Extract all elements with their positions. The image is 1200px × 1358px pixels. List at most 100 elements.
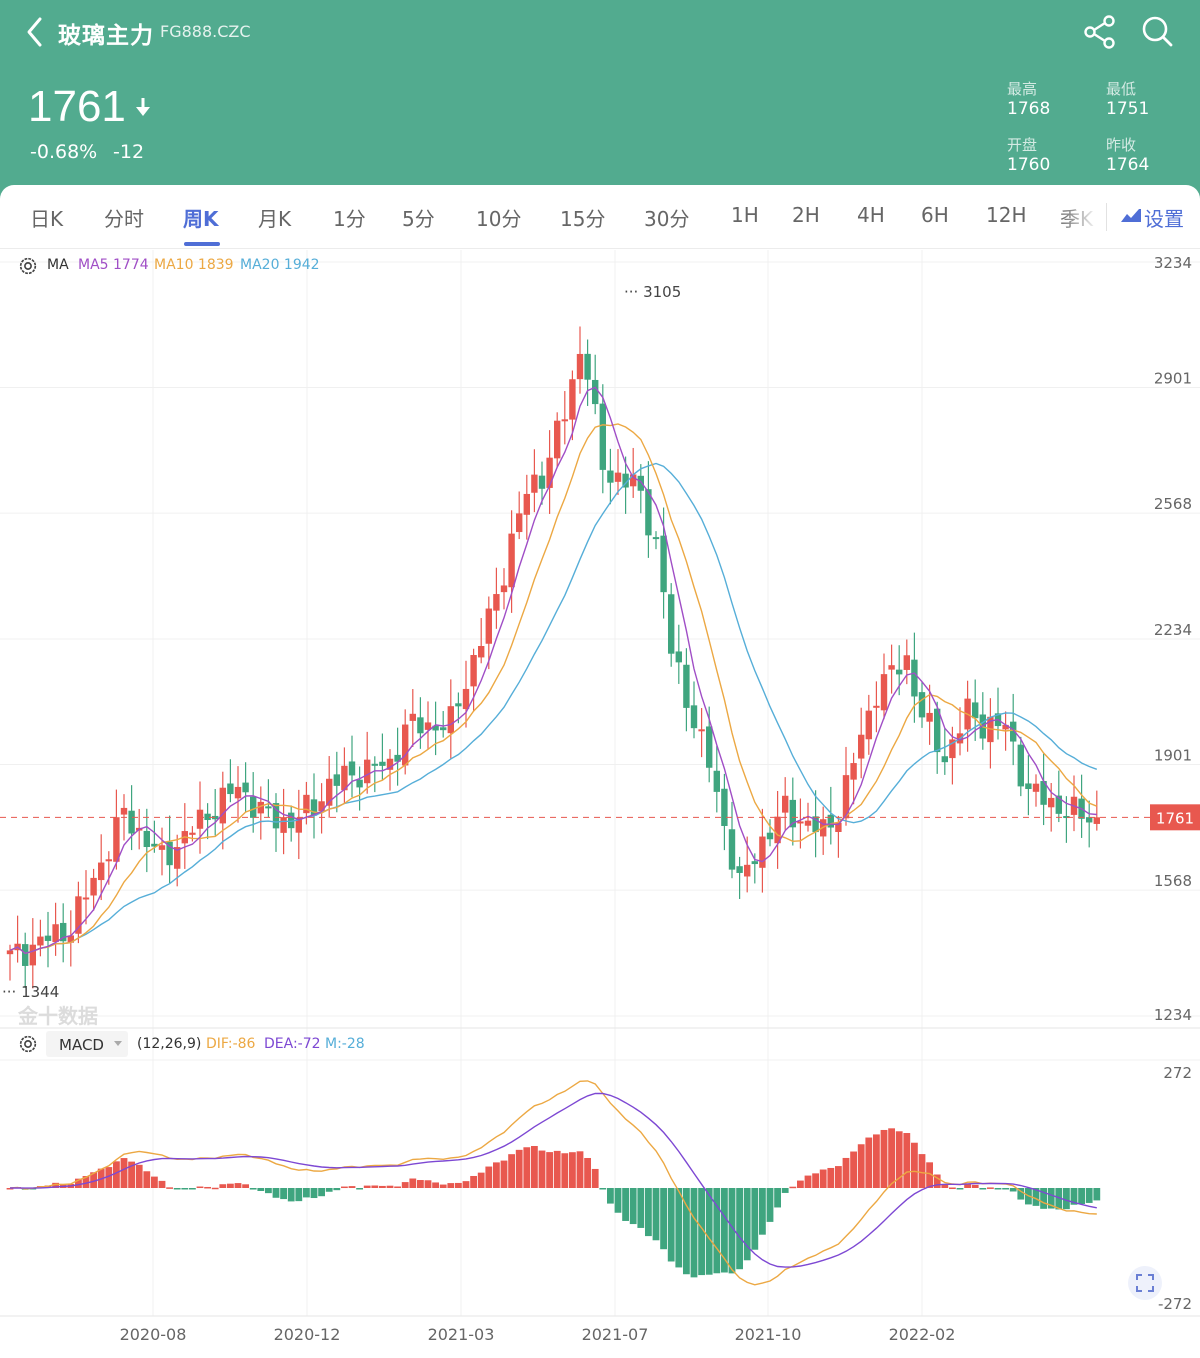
candle-body — [721, 788, 728, 826]
tab-4h[interactable]: 4H — [857, 203, 885, 227]
candle-body — [903, 655, 910, 670]
candle-body — [736, 866, 743, 873]
macd-bar — [759, 1188, 766, 1235]
macd-bar — [933, 1174, 941, 1188]
macd-bar — [432, 1182, 439, 1188]
tab-weekly[interactable]: 周K — [183, 207, 219, 231]
macd-bar — [553, 1150, 561, 1188]
macd-params: (12,26,9) — [137, 1036, 202, 1052]
macd-bar — [546, 1152, 553, 1188]
tab-6h[interactable]: 6H — [921, 203, 949, 227]
candle-body — [189, 832, 196, 835]
macd-bar — [979, 1188, 987, 1190]
share-icon[interactable] — [1082, 14, 1118, 50]
candle-body — [645, 489, 652, 536]
macd-bar — [971, 1184, 979, 1188]
prev-close-value: 1764 — [1106, 155, 1150, 175]
macd-bar — [994, 1188, 1002, 1190]
ma-settings-gear-icon[interactable] — [17, 255, 39, 277]
candle-body — [341, 765, 348, 791]
candle-body — [470, 655, 477, 687]
macd-bar — [645, 1188, 652, 1237]
tab-30min[interactable]: 30分 — [644, 207, 690, 231]
candle-body — [493, 594, 500, 611]
macd-bar — [622, 1188, 629, 1221]
macd-bar — [151, 1176, 158, 1188]
kline-chart-canvas[interactable]: 3234 2901 2568 2234 1901 1568 1234 272 -272 2020-… — [0, 250, 1200, 1358]
macd-bar — [705, 1188, 713, 1275]
candle-body — [6, 950, 14, 955]
min-price-marker: ··· 1344 — [2, 983, 59, 1001]
tab-12h[interactable]: 12H — [986, 203, 1027, 227]
macd-settings-gear-icon[interactable] — [17, 1033, 39, 1055]
macd-bar — [211, 1187, 219, 1190]
macd-bar — [75, 1178, 82, 1188]
candle-body — [485, 608, 492, 644]
candle-body — [204, 813, 211, 821]
macd-bar — [736, 1188, 743, 1270]
macd-indicator-select[interactable]: MACD — [46, 1031, 128, 1057]
candle-body — [212, 815, 219, 820]
fullscreen-button[interactable] — [1128, 1266, 1162, 1300]
macd-bar — [698, 1188, 705, 1276]
macd-bar — [683, 1188, 690, 1275]
macd-bar — [591, 1168, 599, 1188]
macd-bar — [424, 1180, 432, 1188]
macd-bar — [227, 1183, 234, 1188]
candle-body — [584, 353, 591, 380]
candle-body — [607, 470, 614, 483]
kline-chart[interactable]: 3234 2901 2568 2234 1901 1568 1234 272 -272 2020-… — [0, 250, 1200, 1358]
candle-body — [409, 713, 416, 721]
candle-body — [250, 796, 257, 818]
instrument-code: FG888.CZC — [160, 22, 251, 41]
macd-bar — [964, 1184, 971, 1188]
candle-body — [386, 758, 394, 770]
macd-bar — [949, 1187, 956, 1190]
candle-body — [37, 936, 44, 946]
macd-bar — [295, 1188, 303, 1202]
candle-body — [660, 535, 667, 593]
candle-body — [1010, 721, 1017, 742]
tab-2h[interactable]: 2H — [792, 203, 820, 227]
macd-bar — [652, 1188, 660, 1241]
tab-1h[interactable]: 1H — [731, 203, 759, 227]
tab-10min[interactable]: 10分 — [476, 207, 522, 231]
macd-bar — [812, 1173, 819, 1188]
candle-body — [538, 475, 546, 489]
tab-5min[interactable]: 5分 — [402, 207, 435, 231]
candle-body — [759, 836, 766, 868]
tab-1min[interactable]: 1分 — [333, 207, 366, 231]
macd-bar — [857, 1144, 865, 1188]
macd-bar — [470, 1175, 477, 1188]
macd-bar — [865, 1137, 873, 1188]
candle-body — [523, 493, 530, 515]
tab-daily[interactable]: 日K — [30, 207, 64, 231]
back-icon[interactable] — [22, 14, 52, 50]
search-icon[interactable] — [1138, 12, 1178, 52]
caret-down-icon — [114, 1041, 122, 1046]
tab-quarterly[interactable]: 季K — [1060, 207, 1094, 231]
y-tick-label: 1901 — [1154, 747, 1192, 765]
x-axis-label: 2020-12 — [274, 1325, 341, 1344]
change-amount: -12 — [113, 141, 145, 163]
x-axis-label: 2021-03 — [428, 1325, 495, 1344]
candle-body — [82, 897, 90, 900]
candle-body — [67, 935, 74, 943]
macd-bar — [90, 1172, 97, 1188]
active-tab-indicator — [184, 242, 220, 246]
fullscreen-icon — [1136, 1274, 1154, 1292]
candle-body — [174, 847, 181, 869]
tab-15min[interactable]: 15分 — [560, 207, 606, 231]
candle-body — [265, 806, 272, 809]
candle-body — [1025, 783, 1032, 790]
change-percent: -0.68% — [30, 141, 98, 163]
candle-body — [516, 513, 523, 533]
macd-bar — [143, 1171, 151, 1188]
tab-monthly[interactable]: 月K — [258, 207, 292, 231]
tab-intraday[interactable]: 分时 — [104, 207, 144, 231]
settings-button[interactable]: 设置 — [1118, 201, 1190, 233]
macd-bar — [895, 1131, 903, 1188]
candle-body — [447, 706, 454, 734]
dea-line — [9, 1092, 1097, 1268]
macd-bar — [113, 1161, 120, 1188]
